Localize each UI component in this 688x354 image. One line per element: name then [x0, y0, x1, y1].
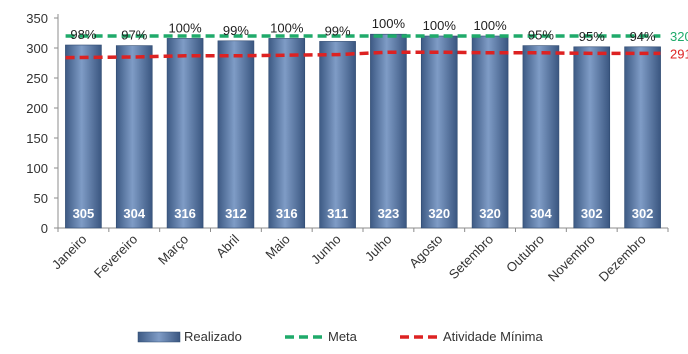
bar-value-label: 302: [581, 206, 603, 221]
bars: [65, 33, 661, 229]
bar-percent-label: 95%: [579, 29, 605, 44]
bar-percent-label: 97%: [121, 28, 147, 43]
bar-percent-label: 94%: [630, 29, 656, 44]
bar-value-label: 316: [276, 206, 298, 221]
bar: [573, 46, 611, 229]
legend-label-atividade-minima: Atividade Mínima: [443, 329, 543, 344]
bar-percent-label: 100%: [168, 20, 202, 35]
bar-value-label: 316: [174, 206, 196, 221]
bar-percent-label: 100%: [423, 18, 457, 33]
atividade-minima-end-label: 291: [670, 46, 688, 61]
meta-end-label: 320: [670, 29, 688, 44]
bar-value-label: 305: [73, 206, 95, 221]
legend-label-realizado: Realizado: [184, 329, 242, 344]
bar-percent-label: 100%: [473, 18, 507, 33]
x-tick-label: Janeiro: [49, 232, 90, 273]
x-tick-label: Maio: [262, 232, 293, 263]
y-tick-label: 0: [41, 221, 48, 236]
y-tick-label: 300: [26, 41, 48, 56]
bar: [522, 45, 560, 229]
y-tick-label: 100: [26, 161, 48, 176]
bar-value-label: 311: [327, 206, 348, 221]
y-tick-label: 200: [26, 101, 48, 116]
legend: Realizado Meta Atividade Mínima: [137, 329, 543, 344]
bar: [471, 35, 509, 229]
x-tick-label: Abril: [213, 231, 242, 260]
bar-value-label: 320: [479, 206, 501, 221]
y-tick-label: 250: [26, 71, 48, 86]
x-tick-label: Outubro: [503, 232, 547, 276]
x-tick-label: Agosto: [406, 232, 445, 271]
bar: [65, 44, 102, 229]
x-tick-label: Fevereiro: [91, 232, 140, 281]
bar-value-label: 304: [123, 206, 145, 221]
x-tick-label: Junho: [308, 232, 344, 268]
bar: [370, 33, 407, 229]
bar: [420, 35, 458, 229]
bar: [624, 46, 661, 229]
bar-percent-label: 99%: [223, 23, 249, 38]
bar: [268, 38, 306, 229]
bar-percent-label: 99%: [325, 23, 351, 38]
lines: [65, 34, 661, 60]
bar-value-label: 304: [530, 206, 552, 221]
y-tick-label: 150: [26, 131, 48, 146]
y-tick-label: 350: [26, 11, 48, 26]
legend-label-meta: Meta: [328, 329, 358, 344]
bar-percent-label: 100%: [270, 20, 304, 35]
bar-percent-label: 100%: [372, 16, 406, 31]
bar-percent-label: 95%: [528, 28, 554, 43]
x-tick-label: Setembro: [446, 232, 496, 282]
atividade-minima-line: [65, 50, 661, 60]
x-tick-label: Novembro: [545, 232, 598, 285]
bar: [319, 41, 356, 229]
x-tick-label: Março: [155, 232, 191, 268]
bar-value-label: 302: [632, 206, 654, 221]
bar: [115, 45, 153, 229]
bar: [217, 40, 255, 229]
legend-swatch-realizado: [137, 331, 181, 343]
bar-value-label: 320: [428, 206, 450, 221]
bar-value-label: 323: [378, 206, 400, 221]
x-tick-label: Dezembro: [596, 232, 649, 285]
bar-percent-label: 98%: [70, 27, 96, 42]
x-tick-label: Julho: [362, 232, 395, 265]
data-labels: 320 291 305 98% 304 97% 316 100% 312 99% 316 100% 31…: [70, 16, 688, 221]
y-tick-label: 50: [34, 191, 48, 206]
bar: [166, 38, 204, 229]
bar-value-label: 312: [225, 206, 247, 221]
